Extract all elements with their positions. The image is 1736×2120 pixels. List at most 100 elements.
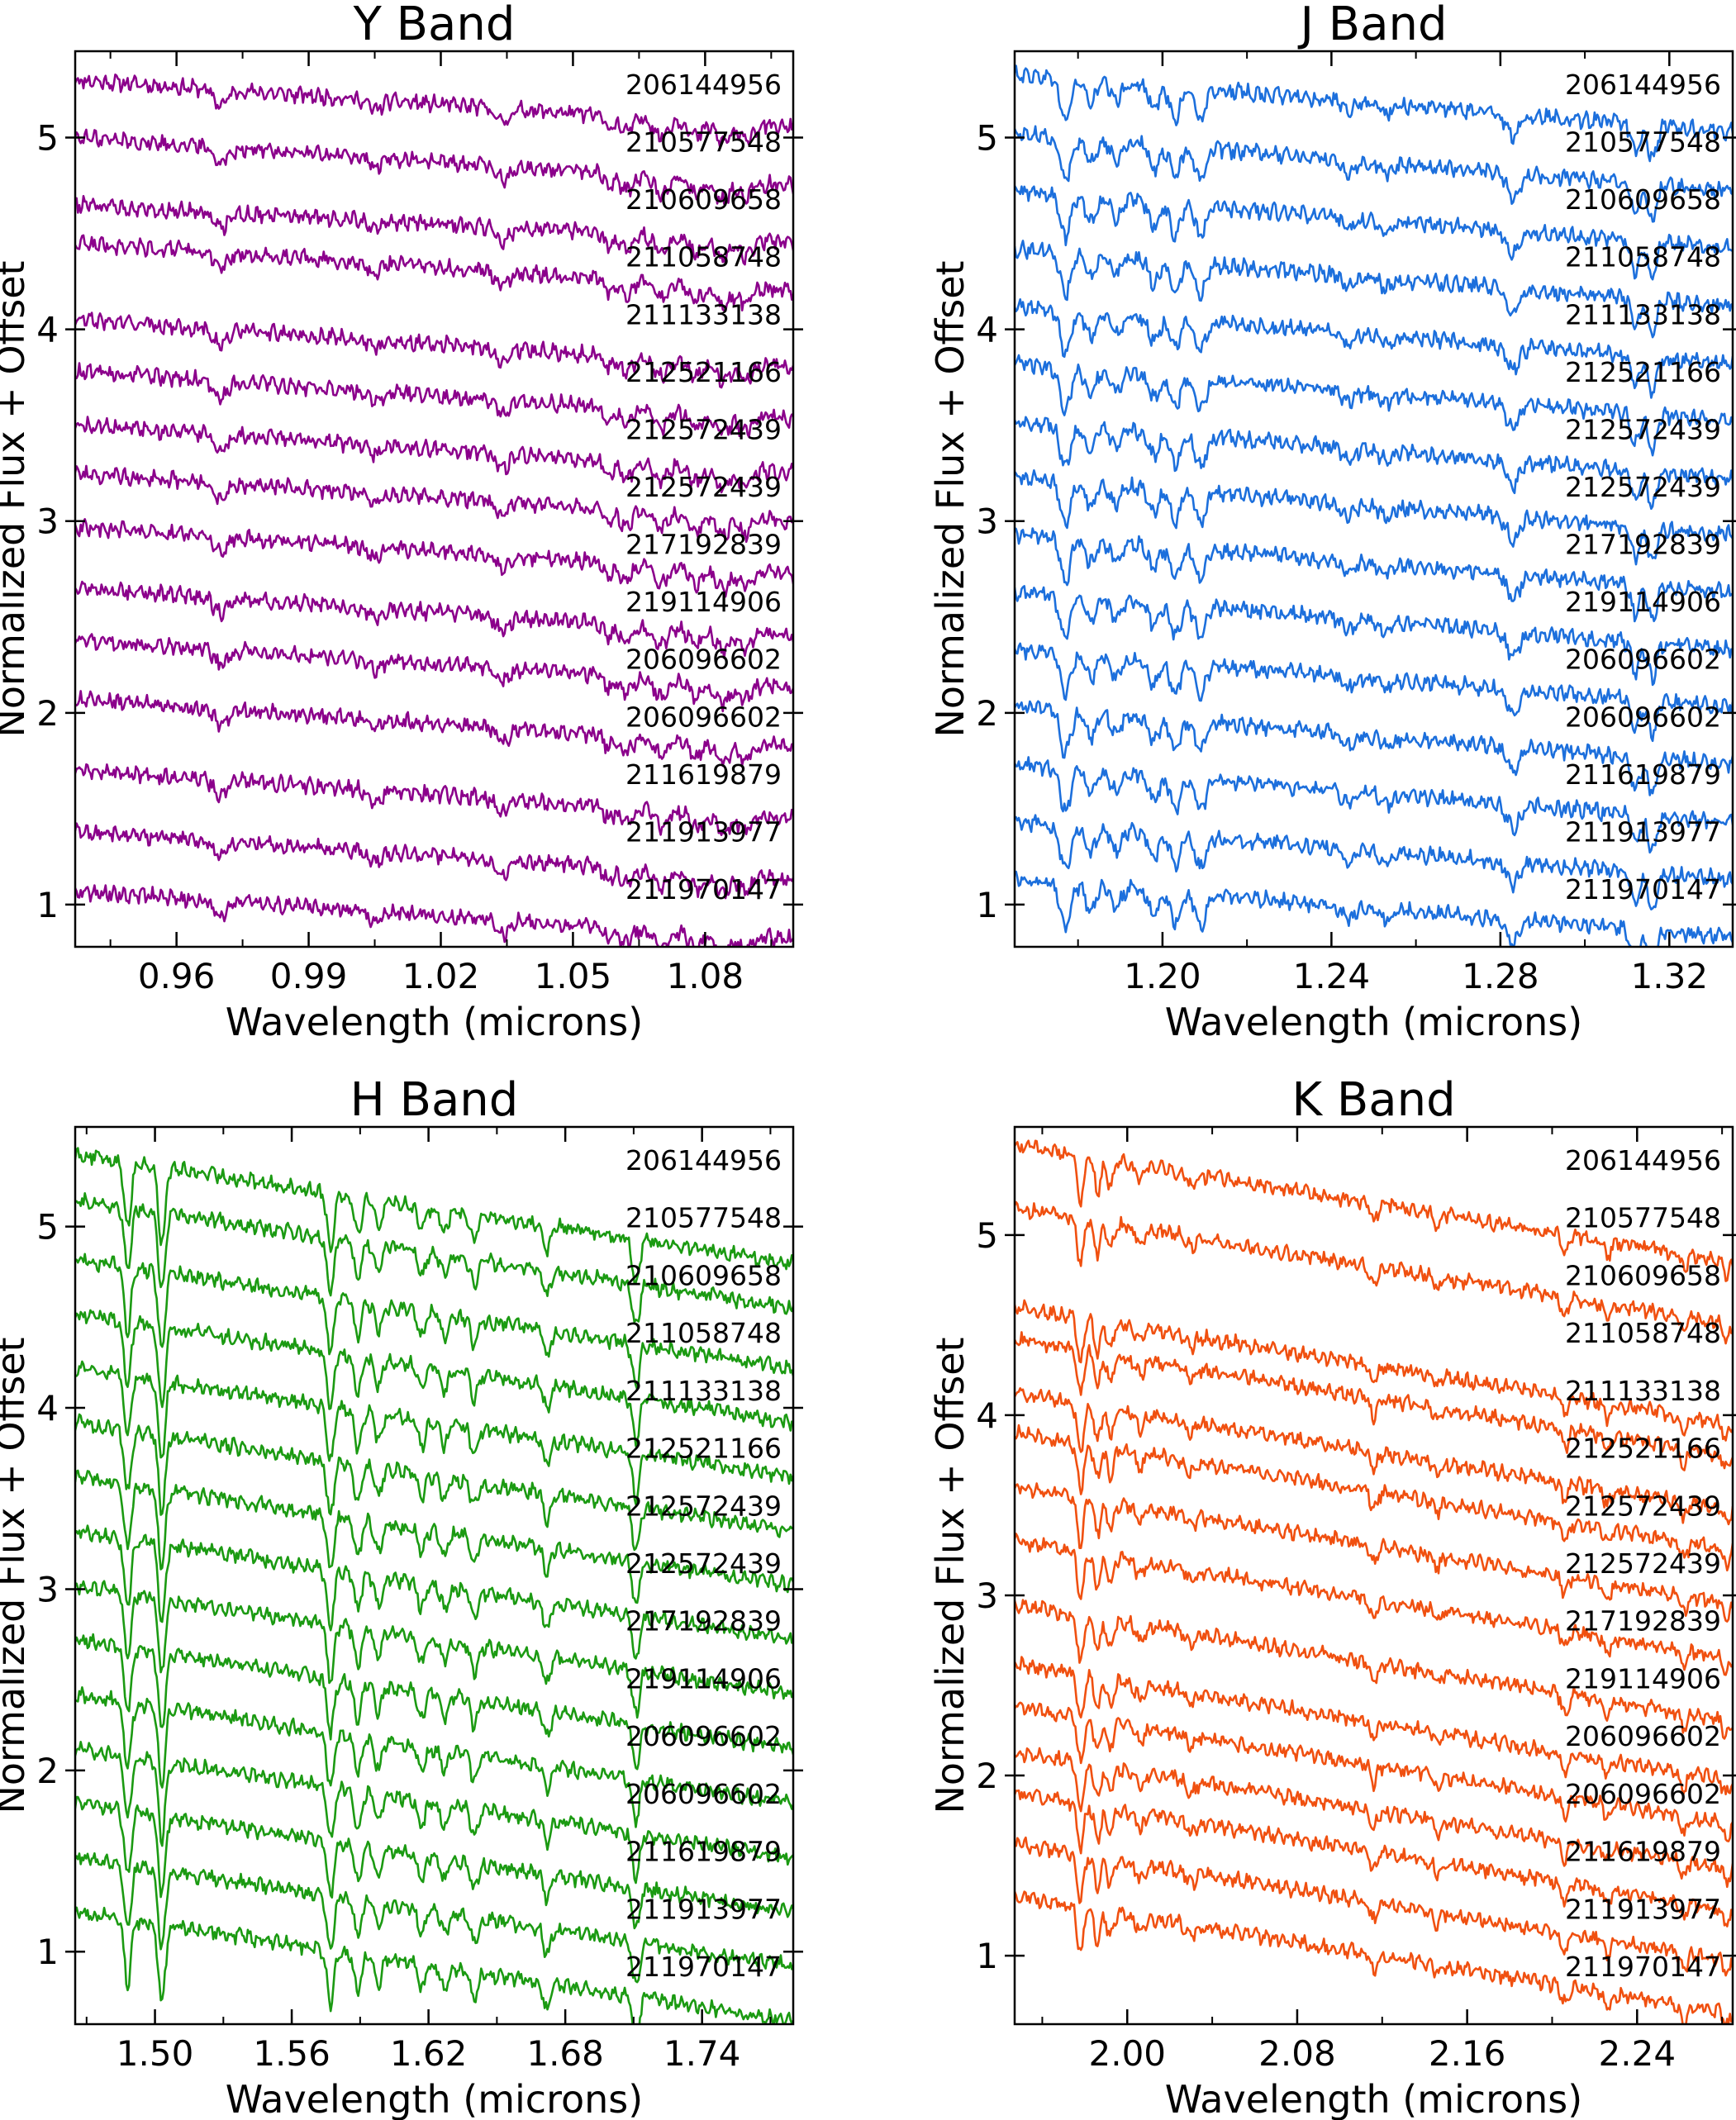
x-tick-label: 2.08 bbox=[1258, 2033, 1336, 2074]
series-label: 210609658 bbox=[625, 1259, 782, 1291]
x-tick-label: 1.74 bbox=[663, 2033, 741, 2074]
chart-title: H Band bbox=[350, 1073, 519, 1127]
x-tick-label: 1.08 bbox=[667, 956, 744, 996]
plot-frame bbox=[74, 50, 795, 948]
series-label: 219114906 bbox=[1565, 586, 1721, 618]
series-label: 217192839 bbox=[1565, 529, 1721, 561]
y-tick-label: 1 bbox=[976, 1936, 998, 1976]
series-label: 219114906 bbox=[1565, 1662, 1721, 1695]
spectrum-line bbox=[1015, 1299, 1733, 1442]
series-label: 211970147 bbox=[625, 1951, 782, 1983]
spectrum-line bbox=[75, 464, 793, 544]
spectrum-line bbox=[75, 1741, 793, 1885]
series-label: 206096602 bbox=[1565, 701, 1721, 733]
x-tick-label: 1.50 bbox=[117, 2033, 194, 2074]
series-label: 206096602 bbox=[625, 644, 782, 676]
series-label: 217192839 bbox=[625, 1605, 782, 1638]
spectrum-line bbox=[1015, 642, 1733, 743]
x-tick-label: 1.24 bbox=[1293, 956, 1371, 996]
series-label: 206144956 bbox=[625, 1144, 782, 1176]
series-label: 206144956 bbox=[1565, 1144, 1721, 1176]
plot-frame bbox=[74, 1125, 795, 2026]
series-label: 206096602 bbox=[625, 1778, 782, 1810]
y-tick-label: 2 bbox=[976, 693, 998, 734]
spectrum-line bbox=[1015, 756, 1733, 854]
spectrum-line bbox=[1015, 1599, 1733, 1740]
panel-1: 206144956 210577548 210609658 211058748 2111… bbox=[928, 0, 1736, 1044]
series-label: 211619879 bbox=[625, 758, 782, 791]
spectrum-line bbox=[75, 633, 793, 713]
spectrum-line bbox=[1015, 240, 1733, 339]
spectrum-line bbox=[1015, 1482, 1733, 1623]
series-label: 206096602 bbox=[625, 1720, 782, 1752]
spectrum-line bbox=[75, 128, 793, 206]
y-tick-label: 2 bbox=[976, 1756, 998, 1796]
series-label: 211133138 bbox=[1565, 1375, 1721, 1407]
x-tick-label: 1.20 bbox=[1124, 956, 1201, 996]
series-label: 210577548 bbox=[625, 1202, 782, 1234]
chart-title: J Band bbox=[1297, 0, 1447, 51]
spectrum-line bbox=[1015, 1836, 1733, 1977]
y-axis-label: Normalized Flux + Offset bbox=[0, 260, 33, 737]
y-tick-label: 4 bbox=[36, 310, 59, 350]
spectrum-line bbox=[75, 1795, 793, 1930]
series-label: 210577548 bbox=[1565, 126, 1721, 159]
spectrum-line bbox=[75, 1147, 793, 1285]
series-label: 206144956 bbox=[625, 69, 782, 101]
y-tick-label: 3 bbox=[976, 501, 998, 542]
y-tick-label: 2 bbox=[36, 693, 59, 734]
series-label: 211058748 bbox=[1565, 1317, 1721, 1349]
x-tick-label: 0.99 bbox=[270, 956, 348, 996]
y-tick-label: 3 bbox=[976, 1576, 998, 1616]
spectrum-line bbox=[1015, 1533, 1733, 1676]
series-label: 211133138 bbox=[1565, 298, 1721, 330]
spectrum-line bbox=[75, 1580, 793, 1719]
series-label: 211058748 bbox=[1565, 241, 1721, 273]
plot-frame bbox=[1013, 50, 1734, 948]
spectrum-line bbox=[1015, 1890, 1733, 2024]
spectrum-line bbox=[75, 1413, 793, 1552]
spectrum-line bbox=[75, 1686, 793, 1828]
spectrum-line bbox=[75, 195, 793, 266]
spectrum-line bbox=[75, 234, 793, 312]
x-tick-label: 1.56 bbox=[253, 2033, 331, 2074]
series-label: 212572439 bbox=[625, 471, 782, 503]
series-label: 211058748 bbox=[625, 241, 782, 273]
spectrum-line bbox=[75, 1524, 793, 1660]
spectrum-line bbox=[1015, 1656, 1733, 1797]
series-label: 210577548 bbox=[1565, 1202, 1721, 1234]
spectrum-line bbox=[1015, 416, 1733, 511]
y-tick-label: 3 bbox=[36, 501, 59, 542]
spectra-group bbox=[75, 1147, 793, 2024]
y-tick-label: 3 bbox=[36, 1569, 59, 1609]
x-tick-label: 1.28 bbox=[1462, 956, 1539, 996]
x-axis-label: Wavelength (microns) bbox=[1165, 2077, 1582, 2120]
series-label: 217192839 bbox=[1565, 1605, 1721, 1638]
spectrum-line bbox=[1015, 1789, 1733, 1927]
x-axis-label: Wavelength (microns) bbox=[226, 2077, 643, 2120]
spectrum-line bbox=[1015, 870, 1733, 947]
spectrum-line bbox=[75, 311, 793, 389]
series-label: 212521166 bbox=[625, 356, 782, 388]
x-tick-label: 0.96 bbox=[138, 956, 216, 996]
spectrum-line bbox=[75, 1253, 793, 1390]
panel-0: 206144956 210577548 210609658 211058748 2111… bbox=[0, 0, 803, 1044]
spectrum-line bbox=[1015, 297, 1733, 399]
series-label: 206096602 bbox=[1565, 1720, 1721, 1752]
series-label: 211970147 bbox=[1565, 873, 1721, 906]
y-tick-label: 2 bbox=[36, 1751, 59, 1791]
x-axis-label: Wavelength (microns) bbox=[226, 1000, 643, 1044]
spectra-group bbox=[1015, 1139, 1733, 2024]
spectrum-line bbox=[75, 1360, 793, 1505]
spectra-group bbox=[75, 74, 793, 947]
x-axis-label: Wavelength (microns) bbox=[1165, 1000, 1582, 1044]
plot-frame bbox=[1013, 1125, 1734, 2026]
spectrum-line bbox=[75, 416, 793, 494]
series-label: 212572439 bbox=[1565, 413, 1721, 445]
series-label: 211058748 bbox=[625, 1317, 782, 1349]
y-tick-label: 1 bbox=[36, 885, 59, 925]
spectrum-line bbox=[1015, 700, 1733, 796]
y-axis-label: Normalized Flux + Offset bbox=[928, 260, 973, 737]
series-label: 206144956 bbox=[1565, 69, 1721, 101]
